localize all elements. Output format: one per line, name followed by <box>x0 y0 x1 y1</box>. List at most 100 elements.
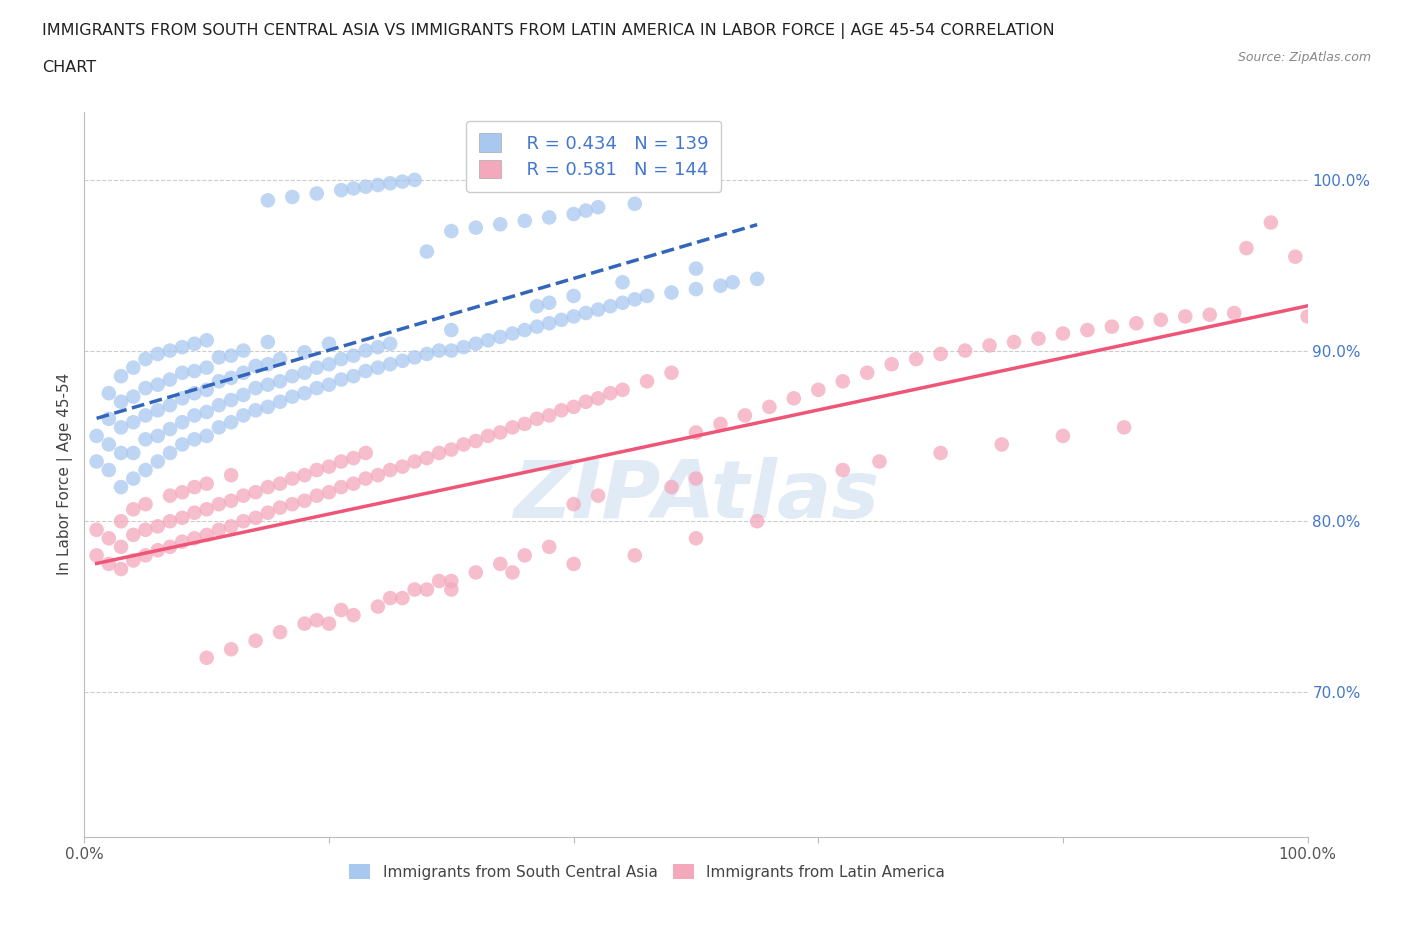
Point <box>172 511 194 525</box>
Point <box>427 343 450 358</box>
Point <box>172 391 194 405</box>
Point <box>526 319 548 334</box>
Point <box>122 415 145 430</box>
Point <box>122 553 145 568</box>
Point <box>159 513 181 528</box>
Point <box>575 306 598 321</box>
Point <box>391 353 413 368</box>
Point <box>1236 241 1258 256</box>
Point <box>294 345 316 360</box>
Point <box>380 337 402 352</box>
Text: Source: ZipAtlas.com: Source: ZipAtlas.com <box>1237 51 1371 64</box>
Point <box>305 488 328 503</box>
Point <box>550 403 572 418</box>
Point <box>367 178 389 193</box>
Point <box>464 220 486 235</box>
Point <box>330 454 353 469</box>
Point <box>599 299 621 313</box>
Point <box>219 392 242 407</box>
Point <box>86 429 108 444</box>
Point <box>1125 316 1147 331</box>
Point <box>453 339 475 354</box>
Point <box>318 459 340 474</box>
Point <box>318 617 340 631</box>
Point <box>599 386 621 401</box>
Point <box>758 400 780 415</box>
Point <box>612 382 634 397</box>
Point <box>294 468 316 483</box>
Point <box>294 617 316 631</box>
Point <box>183 505 205 520</box>
Point <box>305 613 328 628</box>
Point <box>183 480 205 495</box>
Point <box>232 488 254 503</box>
Point <box>979 338 1001 352</box>
Point <box>146 429 169 444</box>
Point <box>318 485 340 499</box>
Point <box>586 488 609 503</box>
Point <box>734 408 756 423</box>
Point <box>685 261 707 276</box>
Point <box>330 182 353 197</box>
Point <box>305 462 328 477</box>
Point <box>294 493 316 508</box>
Point <box>146 347 169 362</box>
Point <box>562 309 585 324</box>
Point <box>624 196 647 211</box>
Point <box>747 513 769 528</box>
Point <box>538 296 561 311</box>
Point <box>110 368 132 383</box>
Point <box>195 360 218 375</box>
Point <box>1114 420 1136 435</box>
Point <box>135 380 157 395</box>
Text: CHART: CHART <box>42 60 96 75</box>
Point <box>380 176 402 191</box>
Point <box>477 333 499 348</box>
Point <box>807 382 830 397</box>
Point <box>354 343 377 358</box>
Point <box>208 374 231 389</box>
Point <box>404 350 426 365</box>
Point <box>110 445 132 460</box>
Point <box>404 172 426 187</box>
Point <box>208 420 231 435</box>
Point <box>404 582 426 597</box>
Point <box>208 398 231 413</box>
Point <box>1296 309 1319 324</box>
Point <box>330 352 353 366</box>
Point <box>281 472 304 486</box>
Point <box>440 343 463 358</box>
Point <box>159 343 181 358</box>
Point <box>391 174 413 189</box>
Point <box>135 497 157 512</box>
Point <box>586 302 609 317</box>
Point <box>294 365 316 380</box>
Point <box>183 432 205 446</box>
Point <box>232 388 254 403</box>
Point <box>159 421 181 436</box>
Point <box>110 562 132 577</box>
Point <box>245 403 267 418</box>
Point <box>135 432 157 446</box>
Point <box>305 186 328 201</box>
Point <box>562 400 585 415</box>
Point <box>219 415 242 430</box>
Point <box>502 326 524 341</box>
Point <box>330 480 353 495</box>
Point <box>709 278 731 293</box>
Point <box>612 296 634 311</box>
Point <box>219 642 242 657</box>
Point <box>86 523 108 538</box>
Point <box>159 539 181 554</box>
Point <box>624 548 647 563</box>
Point <box>685 425 707 440</box>
Point <box>380 357 402 372</box>
Point <box>122 472 145 486</box>
Point <box>453 437 475 452</box>
Point <box>575 203 598 218</box>
Point <box>183 386 205 401</box>
Point <box>526 299 548 313</box>
Point <box>562 556 585 571</box>
Point <box>110 420 132 435</box>
Point <box>97 386 120 401</box>
